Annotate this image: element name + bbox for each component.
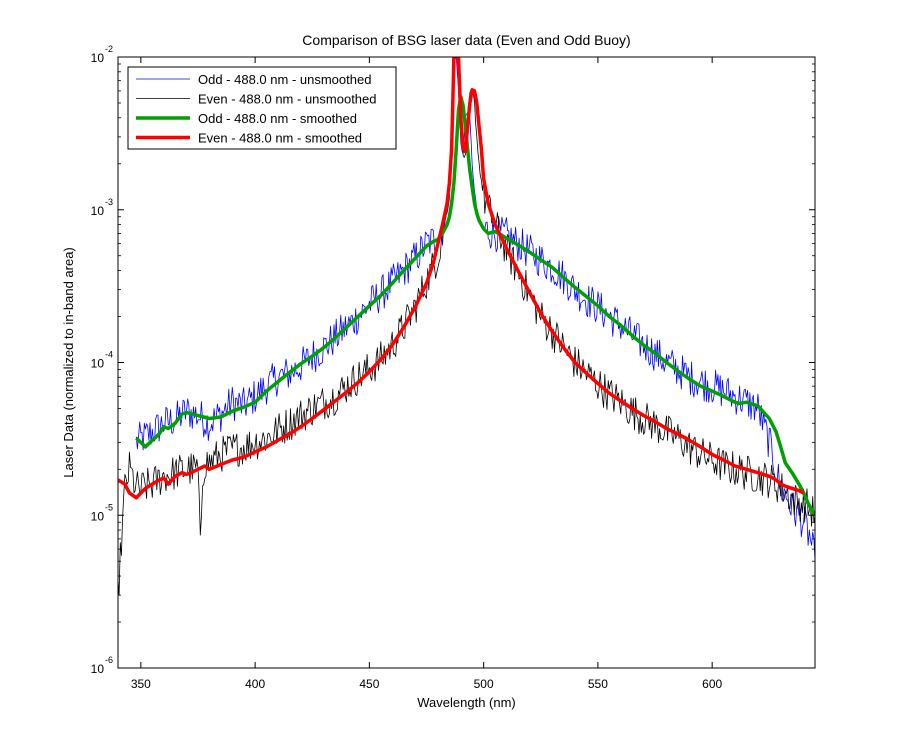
series-line-1 xyxy=(135,57,815,562)
y-tick-exponent: -4 xyxy=(105,350,113,360)
series-line-4 xyxy=(118,57,805,500)
y-tick-exponent: -3 xyxy=(105,197,113,207)
legend-label: Even - 488.0 nm - smoothed xyxy=(198,131,362,146)
x-tick-label: 550 xyxy=(588,677,608,691)
y-axis: 10-610-510-410-310-2 xyxy=(91,44,815,676)
legend-box xyxy=(127,66,397,150)
y-tick-label: 10 xyxy=(91,204,105,218)
chart-title: Comparison of BSG laser data (Even and O… xyxy=(302,32,630,48)
y-axis-label: Laser Data (normalized to in-band area) xyxy=(61,247,76,478)
x-tick-label: 500 xyxy=(474,677,494,691)
y-tick-exponent: -5 xyxy=(105,502,113,512)
plot-area xyxy=(118,57,815,668)
legend: Odd - 488.0 nm - unsmoothed Even - 488.0 … xyxy=(127,66,397,150)
x-axis: 350 400 450 500 550 600 xyxy=(131,57,722,691)
legend-label: Odd - 488.0 nm - smoothed xyxy=(198,111,357,126)
series-layer xyxy=(118,57,815,596)
y-tick-label: 10 xyxy=(91,357,105,371)
x-tick-label: 450 xyxy=(359,677,379,691)
x-axis-label: Wavelength (nm) xyxy=(417,695,516,710)
legend-label: Odd - 488.0 nm - unsmoothed xyxy=(198,72,371,87)
x-tick-label: 400 xyxy=(245,677,265,691)
x-tick-label: 600 xyxy=(702,677,722,691)
y-tick-label: 10 xyxy=(91,509,105,523)
y-tick-label: 10 xyxy=(91,51,105,65)
x-tick-label: 350 xyxy=(131,677,151,691)
y-tick-exponent: -2 xyxy=(105,44,113,54)
y-tick-exponent: -6 xyxy=(105,655,113,665)
y-tick-label: 10 xyxy=(91,662,105,676)
legend-label: Even - 488.0 nm - unsmoothed xyxy=(198,92,377,107)
